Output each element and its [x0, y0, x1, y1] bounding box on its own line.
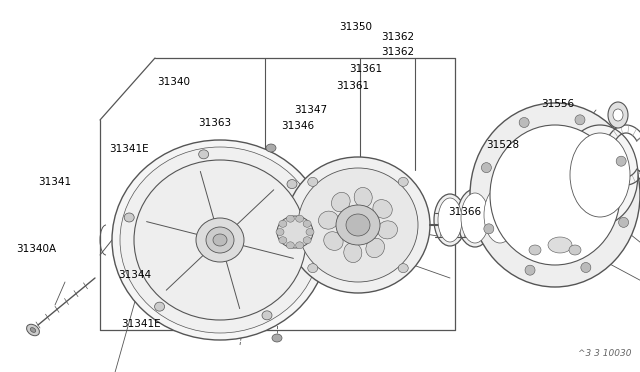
Ellipse shape	[619, 217, 628, 227]
Ellipse shape	[481, 163, 492, 173]
Ellipse shape	[336, 205, 380, 245]
Ellipse shape	[569, 245, 581, 255]
Ellipse shape	[438, 198, 462, 242]
Ellipse shape	[332, 192, 350, 212]
Text: 31347: 31347	[294, 105, 328, 115]
Ellipse shape	[279, 220, 287, 227]
Ellipse shape	[262, 311, 272, 320]
Ellipse shape	[213, 234, 227, 246]
Ellipse shape	[296, 242, 303, 249]
Text: 31363: 31363	[198, 118, 232, 128]
Ellipse shape	[461, 193, 489, 243]
Ellipse shape	[286, 157, 430, 293]
Ellipse shape	[124, 213, 134, 222]
Text: 31340: 31340	[157, 77, 190, 87]
Ellipse shape	[434, 194, 466, 246]
Ellipse shape	[112, 140, 328, 340]
Text: 31346: 31346	[282, 122, 315, 131]
Ellipse shape	[354, 187, 372, 208]
Ellipse shape	[548, 237, 572, 253]
Ellipse shape	[366, 238, 385, 258]
Text: 31341E: 31341E	[109, 144, 148, 154]
Ellipse shape	[613, 109, 623, 121]
Text: 31350: 31350	[339, 22, 372, 32]
Ellipse shape	[457, 189, 493, 247]
Ellipse shape	[525, 265, 535, 275]
Text: 31362: 31362	[381, 47, 414, 57]
Ellipse shape	[306, 228, 314, 235]
Ellipse shape	[286, 242, 294, 249]
Ellipse shape	[373, 200, 392, 218]
Ellipse shape	[470, 103, 640, 287]
Ellipse shape	[303, 220, 311, 227]
Ellipse shape	[484, 187, 516, 243]
Text: 31341E: 31341E	[122, 319, 161, 328]
Ellipse shape	[155, 302, 164, 311]
Ellipse shape	[308, 264, 317, 273]
Ellipse shape	[319, 211, 339, 229]
Ellipse shape	[608, 102, 628, 128]
Ellipse shape	[196, 218, 244, 262]
Ellipse shape	[484, 224, 494, 234]
Ellipse shape	[500, 175, 544, 245]
Ellipse shape	[206, 227, 234, 253]
Ellipse shape	[276, 228, 284, 235]
Ellipse shape	[266, 144, 276, 152]
Ellipse shape	[570, 133, 630, 217]
Ellipse shape	[286, 215, 294, 222]
Ellipse shape	[272, 334, 282, 342]
Ellipse shape	[120, 147, 320, 333]
Ellipse shape	[575, 115, 585, 125]
Ellipse shape	[279, 237, 287, 244]
Text: 31366: 31366	[448, 207, 481, 217]
Ellipse shape	[287, 180, 297, 189]
Ellipse shape	[529, 245, 541, 255]
Text: 31362: 31362	[381, 32, 414, 42]
Text: 31340A: 31340A	[16, 244, 56, 254]
Text: 31556: 31556	[541, 99, 574, 109]
Ellipse shape	[296, 215, 303, 222]
Ellipse shape	[346, 214, 370, 236]
Ellipse shape	[277, 216, 313, 248]
Ellipse shape	[303, 237, 311, 244]
Ellipse shape	[344, 243, 362, 263]
Ellipse shape	[308, 177, 317, 186]
Ellipse shape	[27, 324, 40, 336]
Ellipse shape	[30, 328, 36, 332]
Ellipse shape	[398, 177, 408, 186]
Ellipse shape	[378, 221, 397, 239]
Text: ^3 3 10030: ^3 3 10030	[579, 349, 632, 358]
Ellipse shape	[480, 183, 520, 247]
Circle shape	[274, 335, 280, 341]
Text: 31528: 31528	[486, 140, 520, 150]
Ellipse shape	[134, 160, 306, 320]
Ellipse shape	[519, 118, 529, 128]
Text: 31361: 31361	[349, 64, 382, 74]
Circle shape	[268, 145, 274, 151]
Ellipse shape	[324, 232, 343, 250]
Text: 31341: 31341	[38, 177, 72, 187]
Ellipse shape	[490, 125, 620, 265]
Ellipse shape	[298, 168, 418, 282]
Ellipse shape	[581, 263, 591, 273]
Ellipse shape	[198, 150, 209, 159]
Ellipse shape	[562, 125, 638, 225]
Ellipse shape	[398, 264, 408, 273]
Ellipse shape	[504, 179, 540, 241]
Text: 31344: 31344	[118, 270, 152, 280]
Text: 31361: 31361	[336, 81, 369, 90]
Ellipse shape	[616, 156, 626, 166]
